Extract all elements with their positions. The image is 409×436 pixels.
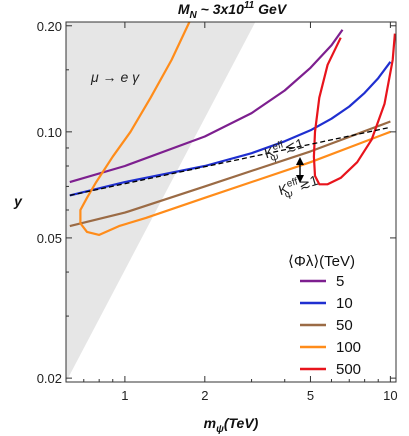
annotation-arrow [296, 157, 304, 183]
legend-label-100: 100 [336, 339, 361, 356]
series-line-50 [69, 120, 391, 228]
series-line-dashed [69, 126, 391, 197]
y-tick-label: 0.10 [37, 125, 62, 140]
x-tick-label: 1 [121, 388, 128, 403]
x-tick-label: 5 [307, 388, 314, 403]
series-line-10 [69, 61, 392, 197]
x-axis-title: mψ(TeV) [204, 415, 259, 435]
y-axis-title: y [13, 193, 23, 209]
chart-title: MN ~ 3x1011 GeV [178, 0, 288, 21]
legend-label-10: 10 [336, 295, 353, 312]
region-label: μ → e γ [90, 69, 140, 85]
x-tick-label: 2 [201, 388, 208, 403]
legend-label-5: 5 [336, 273, 344, 290]
x-tick-label: 10 [383, 388, 397, 403]
y-tick-label: 0.02 [37, 371, 62, 386]
y-tick-label: 0.05 [37, 231, 62, 246]
plot-frame [65, 21, 397, 383]
y-tick-label: 0.20 [37, 19, 62, 34]
series-line-5 [69, 29, 344, 184]
legend-label-500: 500 [336, 361, 361, 378]
series-line-500 [312, 33, 396, 186]
legend: ⟨Φλ⟩(TeV) 5 10 50 100 500 [288, 253, 361, 378]
legend-title: ⟨Φλ⟩(TeV) [288, 253, 355, 270]
legend-label-50: 50 [336, 317, 353, 334]
series-line-100 [79, 22, 391, 236]
k-annotation: KeffΨ≲1 [262, 134, 307, 167]
